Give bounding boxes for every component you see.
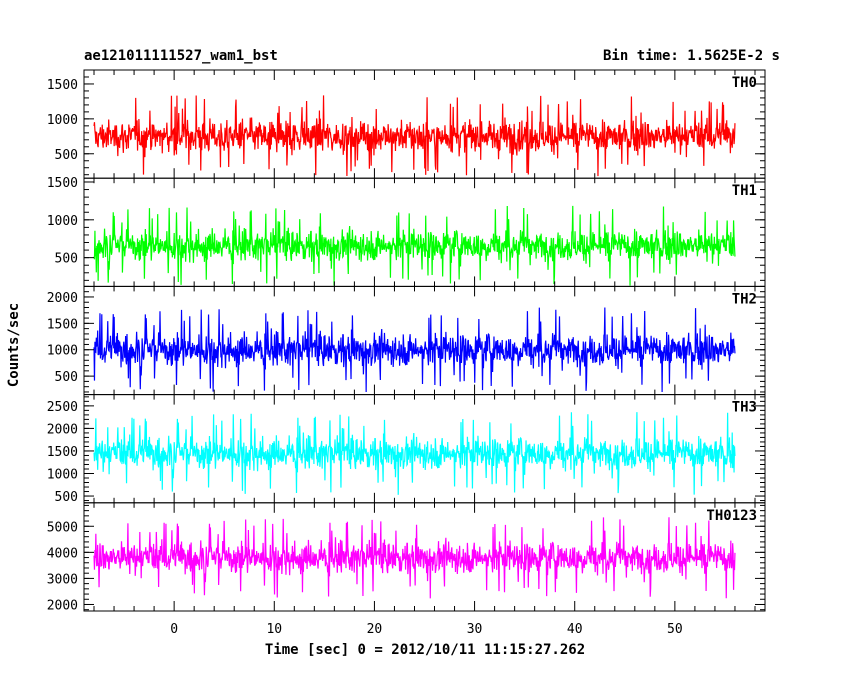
panel-th2: 500 1000 1500 2000 TH2 (47, 285, 766, 396)
series-line-th2 (93, 307, 736, 392)
y-tick-label: 1000 (47, 113, 78, 128)
legend-label-th3: TH3 (732, 400, 757, 416)
y-axis-label: Counts/sec (6, 303, 22, 387)
chart-title-left: ae121011111527_wam1_bst (84, 48, 278, 64)
y-tick-label: 3000 (47, 572, 78, 587)
panel-th0123: 2000 3000 4000 5000 TH0123 (47, 502, 766, 613)
x-tick-label: 30 (467, 622, 483, 637)
x-tick-label: 50 (667, 622, 683, 637)
x-tick-label: 0 (170, 622, 178, 637)
x-axis-label: Time [sec] 0 = 2012/10/11 11:15:27.262 (265, 642, 585, 658)
legend-label-th1: TH1 (732, 183, 757, 199)
panel-th0: 500 1000 1500 TH0 (47, 69, 766, 179)
series-line-th0 (93, 95, 736, 177)
panel-th3: 500 1000 1500 2000 2500 TH3 (47, 394, 766, 505)
y-tick-label: 4000 (47, 546, 78, 561)
y-tick-label: 1000 (47, 467, 78, 482)
chart-title-right: Bin time: 1.5625E-2 s (603, 48, 780, 64)
y-tick-label: 2000 (47, 422, 78, 437)
y-tick-label: 2000 (47, 291, 78, 306)
y-tick-label: 1500 (47, 176, 78, 191)
panel-frame (83, 502, 766, 612)
x-tick-label: 20 (367, 622, 383, 637)
legend-label-th0123: TH0123 (706, 508, 757, 524)
x-axis: 0 10 20 30 40 50 (170, 622, 682, 637)
y-tick-label: 5000 (47, 520, 78, 535)
y-tick-label: 1500 (47, 317, 78, 332)
y-tick-label: 1500 (47, 78, 78, 93)
series-line-th3 (93, 412, 736, 495)
y-tick-label: 1000 (47, 344, 78, 359)
y-tick-label: 500 (55, 148, 78, 163)
legend-label-th0: TH0 (732, 75, 757, 91)
series-line-th0123 (93, 517, 736, 599)
y-tick-label: 2500 (47, 400, 78, 415)
y-tick-label: 500 (55, 252, 78, 267)
x-tick-label: 40 (567, 622, 583, 637)
legend-label-th2: TH2 (732, 291, 757, 307)
panel-th1: 500 1000 1500 TH1 (47, 176, 766, 287)
panels: 500 1000 1500 TH0 500 1000 1500 TH1 500 1000 1500 2… (47, 69, 766, 613)
y-tick-label: 1500 (47, 445, 78, 460)
y-tick-label: 500 (55, 490, 78, 505)
y-tick-label: 2000 (47, 598, 78, 613)
y-tick-label: 500 (55, 370, 78, 385)
x-tick-label: 10 (266, 622, 282, 637)
series-line-th1 (93, 205, 736, 286)
y-tick-label: 1000 (47, 214, 78, 229)
